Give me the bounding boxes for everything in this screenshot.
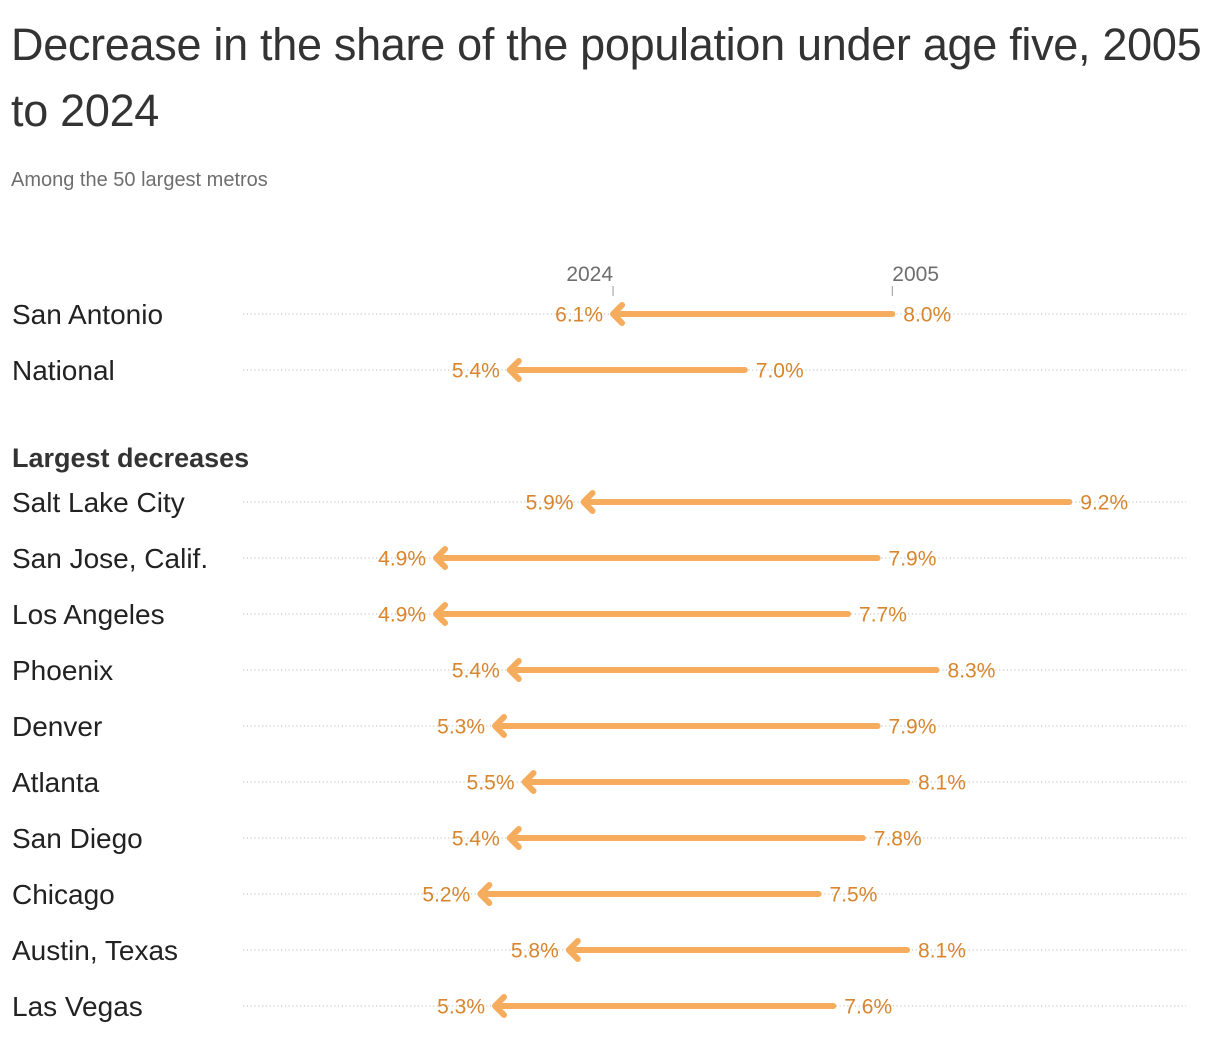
arrow-head-denver	[492, 714, 508, 738]
value-label-2005-las-vegas: 7.6%	[844, 996, 892, 1019]
value-label-2024-austin-texas: 5.8%	[511, 940, 559, 963]
arrow-head-salt-lake-city	[580, 490, 596, 514]
value-label-2005-san-antonio: 8.0%	[903, 304, 951, 327]
arrow-head-national	[506, 358, 522, 382]
value-label-2024-los-angeles: 4.9%	[378, 604, 426, 627]
row-label-phoenix: Phoenix	[12, 655, 113, 686]
arrow-head-san-jose-calif	[433, 546, 449, 570]
value-label-2024-las-vegas: 5.3%	[437, 996, 485, 1019]
section-label: Largest decreases	[12, 443, 249, 473]
value-label-2024-denver: 5.3%	[437, 716, 485, 739]
row-label-chicago: Chicago	[12, 879, 115, 910]
value-label-2024-san-diego: 5.4%	[452, 828, 500, 851]
value-label-2024-atlanta: 5.5%	[467, 772, 515, 795]
value-label-2005-san-diego: 7.8%	[874, 828, 922, 851]
arrow-head-las-vegas	[492, 994, 508, 1018]
arrow-head-san-antonio	[610, 302, 626, 326]
value-label-2005-chicago: 7.5%	[830, 884, 878, 907]
row-label-las-vegas: Las Vegas	[12, 991, 143, 1022]
arrow-head-san-diego	[506, 826, 522, 850]
value-label-2024-phoenix: 5.4%	[452, 660, 500, 683]
value-label-2024-salt-lake-city: 5.9%	[526, 492, 574, 515]
row-label-atlanta: Atlanta	[12, 767, 100, 798]
gridlines	[243, 313, 1186, 1007]
row-label-national: National	[12, 355, 115, 386]
row-label-los-angeles: Los Angeles	[12, 599, 165, 630]
value-label-2005-los-angeles: 7.7%	[859, 604, 907, 627]
value-label-2005-salt-lake-city: 9.2%	[1080, 492, 1128, 515]
value-label-2024-san-antonio: 6.1%	[555, 304, 603, 327]
value-label-2005-san-jose-calif: 7.9%	[889, 548, 937, 571]
value-label-2024-chicago: 5.2%	[422, 884, 470, 907]
row-label-salt-lake-city: Salt Lake City	[12, 487, 185, 518]
row-label-san-antonio: San Antonio	[12, 299, 163, 330]
value-label-2005-national: 7.0%	[756, 360, 804, 383]
row-label-denver: Denver	[12, 711, 102, 742]
arrow-head-atlanta	[521, 770, 537, 794]
year-markers: 2024 2005	[566, 263, 939, 296]
value-label-2005-austin-texas: 8.1%	[918, 940, 966, 963]
arrow-head-austin-texas	[565, 938, 581, 962]
row-labels: Largest decreases San Antonio 6.1% 8.0% Nati…	[12, 299, 1128, 1022]
row-label-san-jose-calif: San Jose, Calif.	[12, 543, 208, 574]
arrow-head-phoenix	[506, 658, 522, 682]
arrow-head-los-angeles	[433, 602, 449, 626]
value-label-2005-denver: 7.9%	[889, 716, 937, 739]
year-label-2005: 2005	[892, 263, 939, 286]
arrow-head-chicago	[477, 882, 493, 906]
chart-subtitle: Among the 50 largest metros	[11, 169, 268, 191]
value-label-2005-atlanta: 8.1%	[918, 772, 966, 795]
chart-title: Decrease in the share of the population …	[11, 19, 1202, 136]
value-label-2024-san-jose-calif: 4.9%	[378, 548, 426, 571]
row-label-austin-texas: Austin, Texas	[12, 935, 178, 966]
arrows	[433, 302, 1073, 1018]
row-label-san-diego: San Diego	[12, 823, 143, 854]
value-label-2005-phoenix: 8.3%	[948, 660, 996, 683]
year-label-2024: 2024	[566, 263, 613, 286]
value-label-2024-national: 5.4%	[452, 360, 500, 383]
